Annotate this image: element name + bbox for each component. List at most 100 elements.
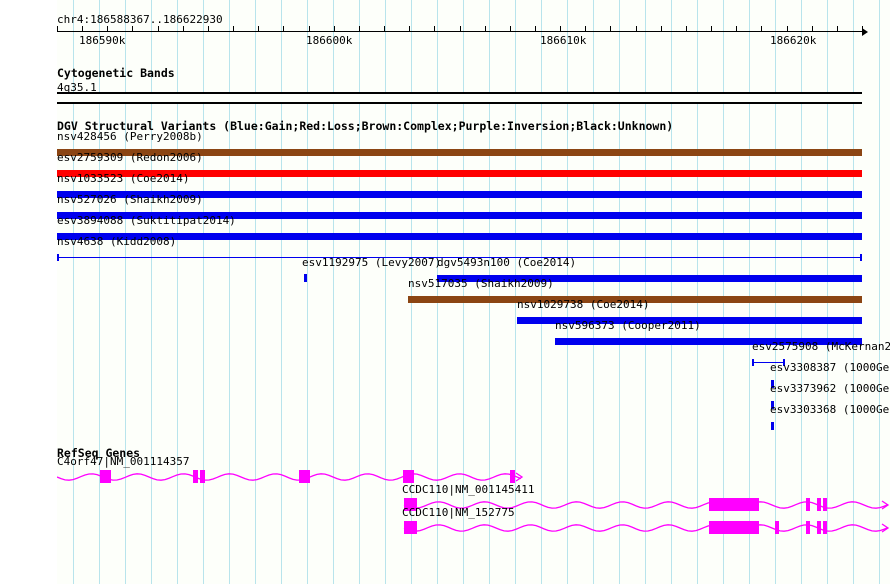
axis-tick: [384, 26, 385, 32]
refseq-title: RefSeq Genes: [57, 446, 141, 460]
axis-tick: [686, 26, 687, 32]
axis-tick: [183, 26, 184, 32]
exon-block[interactable]: [709, 498, 759, 511]
exon-block[interactable]: [823, 498, 827, 511]
gridline: [385, 0, 386, 584]
gridline: [567, 0, 568, 584]
gridline: [177, 0, 178, 584]
exon-block[interactable]: [100, 470, 111, 483]
dgv-variant-bar[interactable]: [437, 275, 862, 282]
gridline: [255, 0, 256, 584]
axis-tick: [535, 26, 536, 32]
refseq-gene-label: C4orf47|NM_001114357: [57, 455, 190, 468]
exon-block[interactable]: [404, 498, 417, 511]
dgv-variant-bar[interactable]: [555, 338, 862, 345]
axis-tick-label: 186610k: [540, 34, 587, 47]
exon-block[interactable]: [193, 470, 198, 483]
axis-tick-label: 186620k: [770, 34, 817, 47]
axis-tick: [57, 26, 58, 32]
exon-block[interactable]: [404, 521, 417, 534]
gridline: [645, 0, 646, 584]
dgv-variant-bar[interactable]: [408, 296, 862, 303]
dgv-variant-bar[interactable]: [57, 212, 862, 219]
exon-block[interactable]: [817, 498, 821, 511]
axis-tick: [82, 26, 83, 32]
dgv-variant-line[interactable]: [752, 362, 785, 363]
exon-block[interactable]: [709, 521, 759, 534]
axis-line: [57, 31, 862, 32]
exon-block[interactable]: [823, 521, 827, 534]
dgv-variant-bar[interactable]: [57, 233, 862, 240]
cytoband-rect[interactable]: [57, 92, 862, 104]
axis-tick: [258, 26, 259, 32]
gridline: [99, 0, 100, 584]
exon-block[interactable]: [299, 470, 310, 483]
axis-tick: [107, 26, 108, 32]
right-arrow-icon[interactable]: [862, 28, 868, 36]
dgv-variant-tick[interactable]: [771, 380, 774, 388]
axis-tick: [736, 26, 737, 32]
axis-tick: [485, 26, 486, 32]
strand-arrow-icon: [881, 500, 890, 510]
dgv-variant-line[interactable]: [57, 257, 862, 258]
refseq-gene-label: CCDC110|NM_001145411: [402, 483, 535, 496]
dgv-variant-tick[interactable]: [304, 274, 307, 282]
exon-block[interactable]: [806, 521, 810, 534]
exon-block[interactable]: [403, 470, 414, 483]
gridline: [775, 0, 776, 584]
dgv-variant-cap-right: [860, 254, 862, 261]
axis-tick: [409, 26, 410, 32]
dgv-track-label: esv1192975 (Levy2007): [302, 256, 442, 269]
gridline: [827, 0, 828, 584]
dgv-variant-bar[interactable]: [57, 149, 862, 156]
locus-label: chr4:186588367..186622930: [57, 13, 223, 26]
axis-tick: [334, 26, 335, 32]
gridline: [723, 0, 724, 584]
refseq-intron-line: [56, 472, 524, 482]
dgv-track-label: nsv527026 (Shaikh2009): [57, 193, 203, 206]
dgv-track-label: nsv1029738 (Coe2014): [517, 298, 650, 311]
dgv-track-label: esv3308387 (1000Genc: [770, 361, 890, 374]
axis-tick: [837, 26, 838, 32]
exon-block[interactable]: [510, 470, 515, 483]
dgv-track-label: esv2759309 (Redon2006): [57, 151, 203, 164]
gridline: [697, 0, 698, 584]
dgv-variant-bar[interactable]: [57, 170, 862, 177]
gridline: [489, 0, 490, 584]
axis-tick: [434, 26, 435, 32]
gridline: [463, 0, 464, 584]
gridline: [541, 0, 542, 584]
gridline: [749, 0, 750, 584]
dgv-track-label: esv3373962 (1000Genc: [770, 382, 890, 395]
axis-tick: [585, 26, 586, 32]
dgv-variant-tick[interactable]: [771, 401, 774, 409]
dgv-variant-cap-left: [57, 254, 59, 261]
gridline: [73, 0, 74, 584]
dgv-track-label: esv3894088 (Suktitipat2014): [57, 214, 236, 227]
exon-block[interactable]: [200, 470, 205, 483]
axis-tick: [787, 26, 788, 32]
axis-tick: [283, 26, 284, 32]
dgv-variant-bar[interactable]: [517, 317, 862, 324]
dgv-track-label: nsv4638 (Kidd2008): [57, 235, 177, 248]
dgv-track-label: nsv428456 (Perry2008b): [57, 130, 203, 143]
gridline: [515, 0, 516, 584]
gridline: [281, 0, 282, 584]
exon-block[interactable]: [817, 521, 821, 534]
axis-tick: [661, 26, 662, 32]
dgv-variant-bar[interactable]: [57, 191, 862, 198]
exon-block[interactable]: [775, 521, 779, 534]
exon-block[interactable]: [806, 498, 810, 511]
axis-tick: [460, 26, 461, 32]
dgv-variant-cap-right: [783, 359, 785, 366]
dgv-variant-tick[interactable]: [771, 422, 774, 430]
strand-arrow-icon: [515, 472, 524, 482]
cytoband-label: 4q35.1: [57, 81, 97, 94]
gridline: [203, 0, 204, 584]
cytogenetic-bands-title: Cytogenetic Bands: [57, 66, 175, 80]
